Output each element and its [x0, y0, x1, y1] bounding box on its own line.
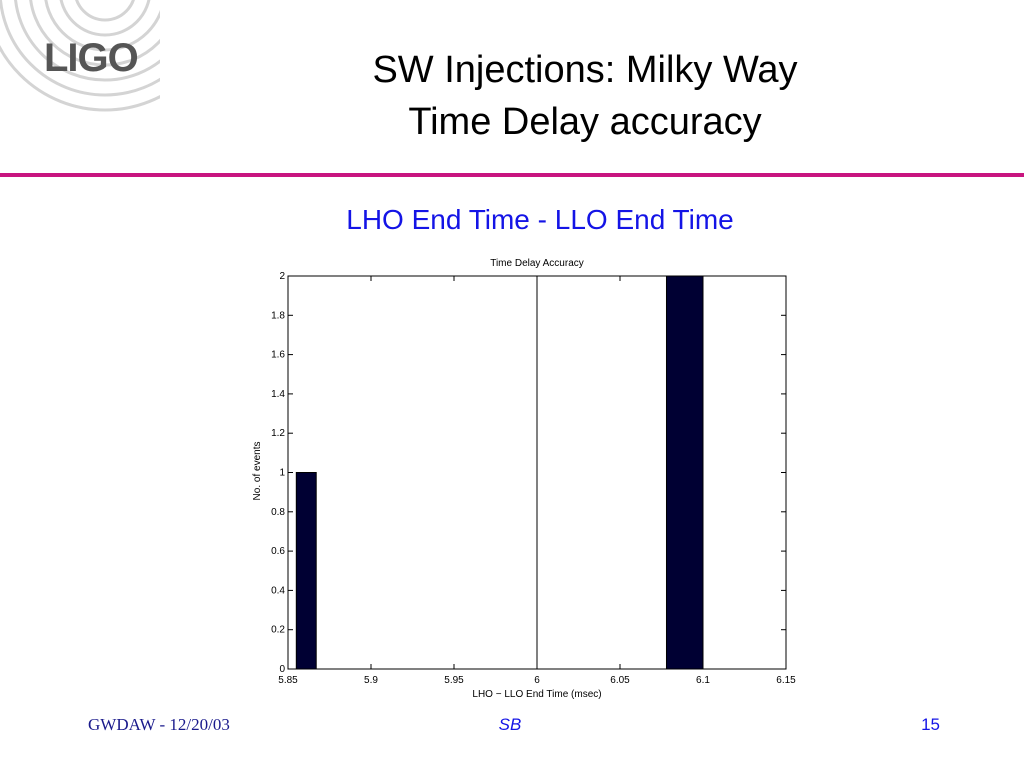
chart-xlabel: LHO − LLO End Time (msec): [472, 689, 601, 700]
slide-title-line2: Time Delay accuracy: [408, 101, 762, 143]
y-tick-label: 0.8: [271, 507, 285, 518]
slide-subtitle: LHO End Time - LLO End Time: [346, 204, 734, 235]
footer-author: SB: [498, 715, 522, 734]
x-tick-label: 5.85: [278, 675, 298, 686]
y-tick-label: 0: [279, 664, 285, 675]
slide-number: 15: [921, 715, 940, 734]
title-divider: [0, 173, 1024, 177]
y-tick-label: 1.6: [271, 350, 285, 361]
y-tick-label: 1: [279, 468, 285, 479]
y-tick-label: 0.2: [271, 625, 285, 636]
x-tick-label: 6.15: [776, 675, 796, 686]
slide-title-line1: SW Injections: Milky Way: [372, 49, 798, 91]
x-tick-label: 6.1: [696, 675, 710, 686]
y-tick-label: 0.6: [271, 546, 285, 557]
time-delay-histogram: Time Delay Accuracy LHO − LLO End Time (…: [252, 258, 796, 700]
footer-event-date: GWDAW - 12/20/03: [88, 715, 230, 734]
y-tick-label: 0.4: [271, 585, 285, 596]
y-tick-label: 1.4: [271, 389, 285, 400]
ligo-logo: LIGO: [44, 36, 139, 80]
histogram-bar-0: [295, 472, 317, 670]
y-tick-label: 1.2: [271, 428, 285, 439]
chart-ylabel: No. of events: [252, 442, 263, 501]
x-tick-label: 5.9: [364, 675, 378, 686]
y-tick-label: 1.8: [271, 310, 285, 321]
x-tick-label: 6: [534, 675, 540, 686]
y-tick-label: 2: [279, 271, 285, 282]
logo-arcs: [0, 0, 160, 112]
chart-title: Time Delay Accuracy: [490, 258, 584, 269]
x-tick-label: 6.05: [610, 675, 630, 686]
histogram-bar-1: [665, 275, 704, 670]
x-tick-label: 5.95: [444, 675, 464, 686]
